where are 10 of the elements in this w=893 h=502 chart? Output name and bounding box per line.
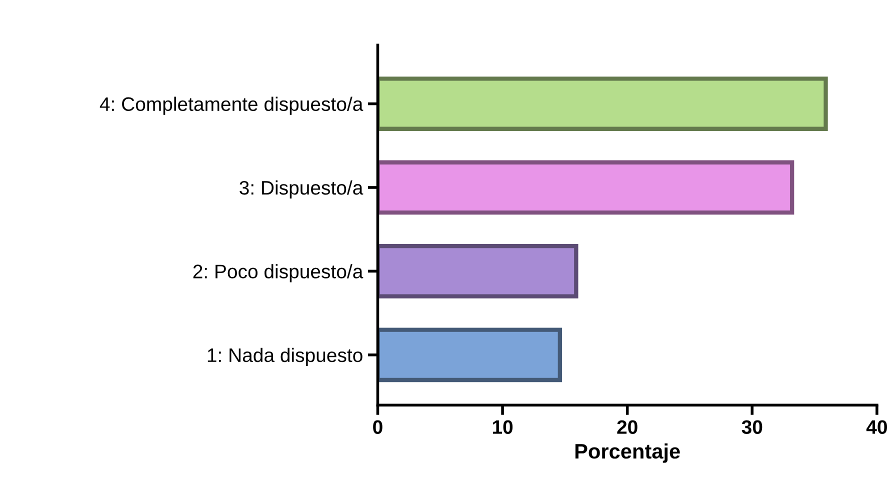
x-tick-label: 30 xyxy=(742,420,762,434)
y-tick-label: 3: Dispuesto/a xyxy=(240,180,364,199)
x-axis-title: Porcentaje xyxy=(575,443,680,463)
y-tick-label: 1: Nada dispuesto xyxy=(208,348,362,366)
x-tick-label: 10 xyxy=(492,420,513,434)
x-tick-label: 0 xyxy=(373,420,382,434)
x-tick-label: 40 xyxy=(866,420,887,434)
x-tick-label: 20 xyxy=(617,420,638,434)
y-tick-label: 4: Completamente dispuesto/a xyxy=(100,96,364,115)
y-tick-label: 2: Poco dispuesto/a xyxy=(193,264,364,282)
